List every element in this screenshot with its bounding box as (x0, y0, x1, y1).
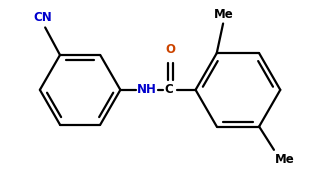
Text: Me: Me (214, 8, 234, 21)
Text: C: C (165, 83, 174, 96)
Text: O: O (166, 43, 176, 56)
Text: Me: Me (275, 153, 295, 166)
Text: NH: NH (137, 83, 157, 96)
Text: CN: CN (34, 11, 53, 24)
